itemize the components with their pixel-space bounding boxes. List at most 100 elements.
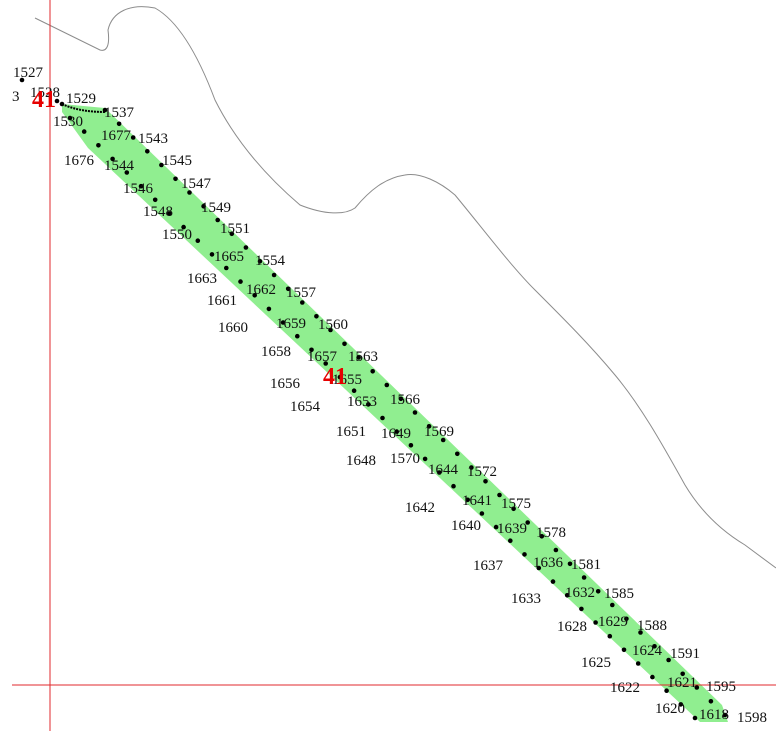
survey-point[interactable] [567, 561, 573, 567]
survey-point[interactable] [539, 534, 545, 539]
survey-point[interactable] [678, 702, 684, 707]
survey-point[interactable] [553, 547, 559, 553]
survey-point[interactable] [300, 300, 305, 305]
survey-point[interactable] [493, 524, 499, 530]
survey-point[interactable] [257, 259, 263, 264]
survey-point[interactable] [522, 552, 527, 557]
survey-point[interactable] [666, 657, 671, 663]
survey-point[interactable] [451, 483, 456, 489]
survey-point[interactable] [664, 688, 669, 693]
survey-point[interactable] [181, 224, 186, 230]
survey-point[interactable] [167, 211, 172, 216]
survey-point[interactable] [337, 374, 343, 380]
survey-point[interactable] [650, 674, 655, 680]
survey-point[interactable] [138, 183, 144, 189]
survey-point[interactable] [635, 661, 641, 666]
survey-point[interactable] [271, 272, 277, 278]
survey-point[interactable] [342, 341, 347, 347]
survey-point[interactable] [370, 369, 376, 374]
survey-point[interactable] [96, 143, 101, 148]
survey-point[interactable] [280, 320, 286, 325]
survey-point[interactable] [124, 170, 130, 175]
survey-point[interactable] [722, 712, 728, 718]
survey-point[interactable] [67, 115, 73, 121]
survey-point[interactable] [422, 456, 428, 462]
survey-point[interactable] [59, 101, 65, 107]
survey-point[interactable] [412, 410, 418, 415]
survey-point[interactable] [285, 286, 291, 292]
survey-point[interactable] [238, 279, 243, 284]
survey-point[interactable] [607, 633, 613, 639]
point-label: 1622 [610, 680, 640, 696]
survey-point[interactable] [351, 388, 357, 394]
survey-point[interactable] [579, 606, 584, 612]
survey-point[interactable] [252, 293, 257, 298]
survey-point[interactable] [680, 671, 685, 677]
survey-point[interactable] [215, 217, 220, 223]
survey-point[interactable] [201, 204, 206, 209]
point-label: 1560 [318, 317, 348, 333]
parcel-strip[interactable] [62, 104, 728, 722]
point-label: 1653 [347, 394, 377, 410]
survey-point[interactable] [81, 129, 87, 134]
survey-point[interactable] [652, 644, 657, 649]
survey-point[interactable] [145, 149, 150, 154]
survey-point[interactable] [323, 361, 329, 366]
survey-point[interactable] [455, 451, 460, 457]
survey-point[interactable] [610, 602, 615, 608]
survey-point[interactable] [508, 538, 513, 543]
survey-point[interactable] [465, 497, 471, 503]
survey-point[interactable] [511, 506, 516, 512]
survey-point[interactable] [314, 314, 319, 319]
survey-point[interactable] [536, 565, 542, 571]
survey-point[interactable] [525, 520, 530, 525]
survey-point[interactable] [483, 479, 488, 484]
survey-point[interactable] [229, 231, 235, 237]
survey-point[interactable] [54, 98, 60, 104]
survey-point[interactable] [595, 589, 601, 594]
survey-point[interactable] [692, 715, 698, 721]
survey-point[interactable] [159, 162, 164, 168]
survey-point[interactable] [426, 424, 432, 429]
survey-point[interactable] [19, 77, 25, 83]
survey-point[interactable] [694, 685, 700, 690]
survey-point[interactable] [479, 511, 485, 516]
survey-point[interactable] [356, 355, 361, 360]
survey-point[interactable] [130, 135, 136, 140]
survey-point[interactable] [266, 306, 272, 312]
survey-point[interactable] [624, 616, 629, 622]
survey-point[interactable] [638, 630, 643, 635]
survey-point[interactable] [380, 415, 385, 421]
point-label: 1528 [30, 85, 60, 101]
survey-point[interactable] [295, 333, 300, 339]
survey-point[interactable] [497, 492, 502, 498]
survey-point[interactable] [564, 593, 570, 598]
survey-point[interactable] [173, 176, 178, 182]
survey-point[interactable] [593, 620, 598, 625]
survey-point[interactable] [187, 190, 192, 195]
survey-point[interactable] [581, 575, 587, 580]
survey-point[interactable] [224, 265, 229, 271]
survey-point[interactable] [116, 121, 122, 127]
survey-point[interactable] [708, 699, 714, 704]
survey-point[interactable] [195, 238, 201, 243]
survey-point[interactable] [437, 470, 442, 475]
survey-points [19, 77, 728, 721]
survey-point[interactable] [394, 429, 400, 434]
survey-point[interactable] [243, 245, 249, 250]
survey-point[interactable] [328, 327, 333, 333]
survey-point[interactable] [209, 252, 215, 257]
survey-point[interactable] [550, 579, 556, 584]
survey-point[interactable] [110, 156, 115, 162]
survey-point[interactable] [398, 396, 404, 402]
survey-point[interactable] [366, 402, 371, 407]
survey-point[interactable] [102, 107, 108, 113]
survey-point[interactable] [152, 197, 158, 203]
survey-point[interactable] [384, 382, 390, 388]
survey-point[interactable] [621, 647, 627, 653]
survey-point[interactable] [440, 437, 446, 443]
survey-point[interactable] [469, 465, 474, 470]
point-label: 1547 [181, 176, 212, 192]
survey-point[interactable] [408, 443, 414, 448]
survey-point[interactable] [309, 347, 314, 353]
